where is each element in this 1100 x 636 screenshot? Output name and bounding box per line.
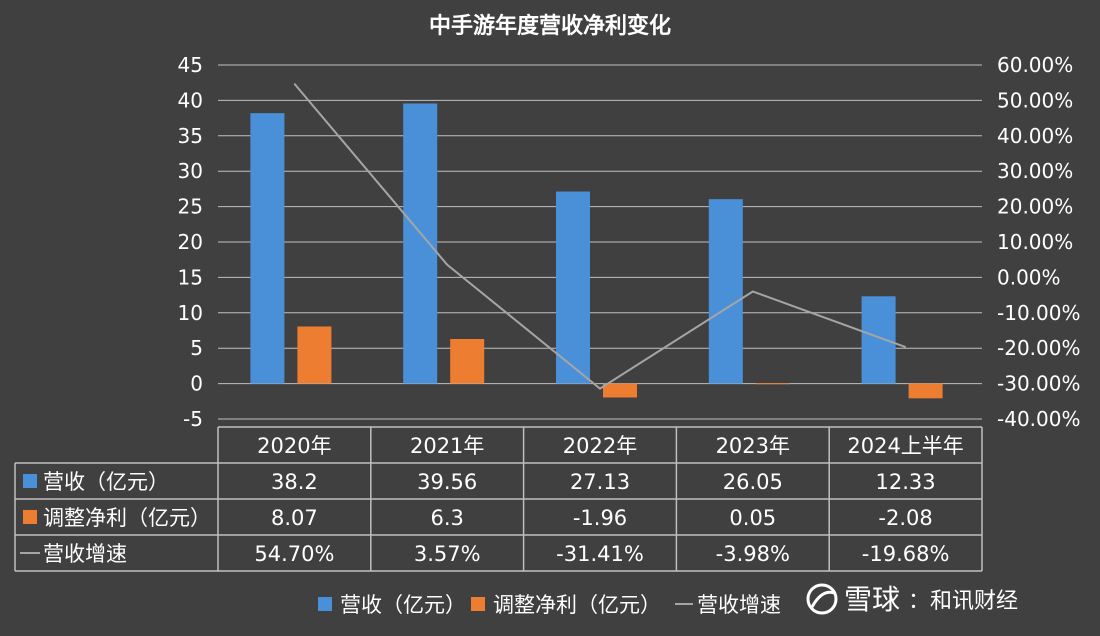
left-tick-label: 20 xyxy=(178,230,203,254)
chart-title: 中手游年度营收净利变化 xyxy=(429,13,671,39)
growth-point xyxy=(293,83,295,85)
right-tick-label: -20.00% xyxy=(997,336,1080,360)
table-header-cell: 2023年 xyxy=(716,434,790,458)
watermark-source: ：和讯财经 xyxy=(908,589,1018,614)
growth-line xyxy=(293,83,907,390)
snowball-logo-icon xyxy=(806,583,838,615)
right-tick-label: 50.00% xyxy=(997,88,1073,112)
left-tick-label: 15 xyxy=(178,265,203,289)
table-header-cell: 2022年 xyxy=(563,434,637,458)
table-cell: -2.08 xyxy=(878,506,932,530)
legend-label: 调整净利（亿元） xyxy=(493,593,661,617)
left-axis-ticks: -5 0 5 10 15 20 25 30 35 40 45 xyxy=(178,53,203,431)
left-tick-label: 30 xyxy=(178,159,203,183)
right-tick-label: -40.00% xyxy=(997,407,1080,431)
legend: 营收（亿元） 调整净利（亿元） 营收增速 xyxy=(318,593,781,617)
right-tick-label: -10.00% xyxy=(997,301,1080,325)
growth-line-path xyxy=(293,83,906,390)
growth-point xyxy=(446,264,448,266)
watermark: 雪球 ：和讯财经 xyxy=(806,583,1018,616)
bars xyxy=(250,103,943,399)
table-cell: -1.96 xyxy=(573,506,627,530)
table-cell: -19.68% xyxy=(862,542,950,566)
table-cell: -3.98% xyxy=(716,542,790,566)
legend-label: 营收（亿元） xyxy=(340,593,466,617)
right-tick-label: 30.00% xyxy=(997,159,1073,183)
left-tick-label: 40 xyxy=(178,88,203,112)
left-tick-label: 5 xyxy=(190,336,203,360)
table-cell: 26.05 xyxy=(723,470,783,494)
bar-revenue xyxy=(403,103,438,384)
table-cell: 3.57% xyxy=(414,542,481,566)
left-tick-label: 45 xyxy=(178,53,203,77)
left-tick-label: -5 xyxy=(183,407,203,431)
right-tick-label: 20.00% xyxy=(997,195,1073,219)
table-cell: 27.13 xyxy=(570,470,630,494)
legend-swatch xyxy=(318,597,332,611)
bar-revenue xyxy=(250,113,285,384)
right-tick-label: -30.00% xyxy=(997,372,1080,396)
table-cell: -31.41% xyxy=(556,542,644,566)
right-tick-label: 10.00% xyxy=(997,230,1073,254)
table-row-label: 营收（亿元） xyxy=(43,470,169,494)
growth-point xyxy=(905,346,907,348)
table-cell: 0.05 xyxy=(729,506,776,530)
bar-revenue xyxy=(861,296,896,384)
table-row-label: 营收增速 xyxy=(43,542,127,566)
table-header-cell: 2020年 xyxy=(257,434,331,458)
right-tick-label: 60.00% xyxy=(997,53,1073,77)
right-tick-label: 0.00% xyxy=(997,265,1061,289)
legend-label: 营收增速 xyxy=(697,593,781,617)
bar-revenue xyxy=(708,199,743,384)
row-legend-swatch xyxy=(23,474,37,488)
table-header-cell: 2021年 xyxy=(410,434,484,458)
table-cell: 12.33 xyxy=(876,470,936,494)
bar-revenue xyxy=(556,191,590,384)
legend-swatch xyxy=(471,597,485,611)
bar-net-profit xyxy=(603,383,637,398)
left-tick-label: 35 xyxy=(178,124,203,148)
bar-net-profit xyxy=(450,338,485,384)
row-legend-swatch xyxy=(23,510,37,524)
bar-net-profit xyxy=(297,326,332,384)
table-cell: 8.07 xyxy=(271,506,318,530)
grid-lines xyxy=(218,64,982,420)
watermark-brand: 雪球 xyxy=(844,583,900,616)
table-header-cell: 2024上半年 xyxy=(847,434,963,458)
right-tick-label: 40.00% xyxy=(997,124,1073,148)
table-cell: 39.56 xyxy=(417,470,477,494)
growth-point xyxy=(599,388,601,390)
table-cell: 6.3 xyxy=(430,506,463,530)
left-tick-label: 25 xyxy=(178,195,203,219)
left-tick-label: 10 xyxy=(178,301,203,325)
growth-point xyxy=(752,290,754,292)
bar-net-profit xyxy=(755,383,790,385)
table-row-label: 调整净利（亿元） xyxy=(43,506,211,530)
left-tick-label: 0 xyxy=(190,372,203,396)
table-cell: 54.70% xyxy=(254,542,334,566)
right-axis-ticks: -40.00% -30.00% -20.00% -10.00% 0.00% 10.00% 2… xyxy=(997,53,1080,431)
bar-net-profit xyxy=(908,383,943,399)
table-cell: 38.2 xyxy=(271,470,318,494)
